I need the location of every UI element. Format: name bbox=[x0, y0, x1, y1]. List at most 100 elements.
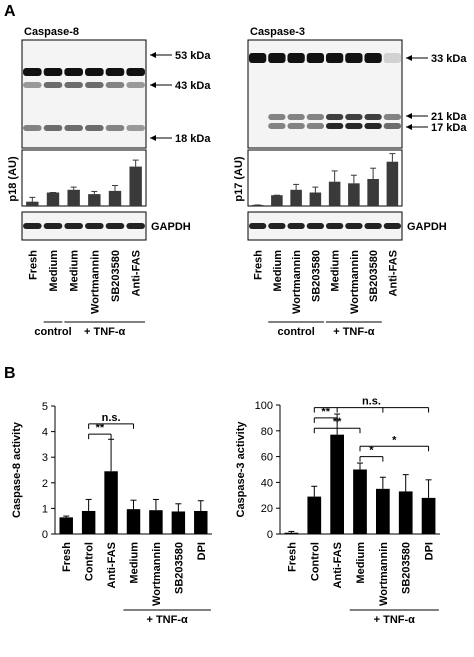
band bbox=[43, 223, 63, 229]
band bbox=[364, 123, 382, 129]
group-label: + TNF-α bbox=[146, 614, 188, 626]
chart-box bbox=[21, 149, 147, 207]
x-tick-label: Medium bbox=[355, 542, 367, 584]
x-tick-label: Medium bbox=[69, 250, 81, 292]
bar bbox=[194, 510, 208, 534]
band bbox=[23, 82, 42, 88]
significance-label: n.s. bbox=[362, 396, 381, 408]
y-tick-label: 100 bbox=[255, 400, 273, 412]
x-tick-label: Medium bbox=[330, 250, 342, 292]
band-label: 18 kDa bbox=[175, 133, 211, 145]
bar bbox=[126, 509, 141, 534]
bar bbox=[353, 469, 367, 534]
band bbox=[364, 223, 382, 229]
bar bbox=[367, 179, 379, 206]
panel-label: B bbox=[4, 365, 16, 382]
bar bbox=[59, 517, 73, 534]
gapdh-blot bbox=[21, 211, 147, 241]
band bbox=[383, 53, 402, 63]
band bbox=[306, 123, 325, 129]
band bbox=[345, 223, 363, 229]
band bbox=[23, 223, 42, 229]
bar bbox=[88, 194, 101, 206]
y-tick-label: 60 bbox=[261, 452, 273, 464]
arrow-head bbox=[150, 52, 156, 58]
x-tick-label: SB203580 bbox=[110, 250, 122, 302]
band bbox=[64, 125, 83, 131]
band bbox=[287, 123, 305, 129]
band bbox=[287, 53, 305, 63]
band bbox=[383, 114, 402, 120]
band bbox=[383, 123, 402, 129]
band bbox=[306, 53, 325, 63]
y-axis-label: p17 (AU) bbox=[233, 156, 245, 202]
y-tick-label: 5 bbox=[42, 401, 48, 413]
y-tick-label: 20 bbox=[261, 503, 273, 515]
x-tick-label: SB203580 bbox=[401, 542, 413, 594]
y-tick-label: 0 bbox=[267, 529, 273, 541]
band-label: 17 kDa bbox=[431, 122, 467, 134]
group-label: control bbox=[277, 326, 314, 338]
arrow-head bbox=[150, 135, 156, 141]
bar bbox=[129, 166, 142, 206]
band bbox=[325, 223, 344, 229]
band bbox=[85, 68, 104, 76]
arrow-head bbox=[150, 82, 156, 88]
bar bbox=[271, 195, 283, 206]
band bbox=[248, 223, 267, 229]
x-tick-label: SB203580 bbox=[173, 542, 185, 594]
y-tick-label: 4 bbox=[42, 427, 48, 439]
band bbox=[85, 125, 104, 131]
bar bbox=[81, 510, 96, 534]
y-axis-label: Caspase-8 activity bbox=[11, 421, 23, 518]
x-tick-label: Medium bbox=[129, 542, 141, 584]
x-tick-label: SB203580 bbox=[310, 250, 322, 302]
band bbox=[105, 68, 125, 76]
bar bbox=[307, 496, 322, 534]
significance-label: ** bbox=[96, 422, 105, 434]
bar bbox=[171, 511, 186, 534]
x-tick-label: Wortmannin bbox=[89, 250, 101, 314]
band bbox=[325, 53, 344, 63]
bar bbox=[348, 183, 360, 206]
group-label: control bbox=[34, 326, 71, 338]
x-tick-label: SB203580 bbox=[368, 250, 380, 302]
significance-label: ** bbox=[321, 406, 330, 418]
band bbox=[383, 223, 402, 229]
band bbox=[85, 82, 104, 88]
y-tick-label: 80 bbox=[261, 426, 273, 438]
x-tick-label: Fresh bbox=[27, 250, 39, 280]
bar bbox=[104, 471, 118, 534]
band bbox=[23, 125, 42, 131]
arrow-head bbox=[406, 124, 412, 130]
y-tick-label: 2 bbox=[42, 478, 48, 490]
y-tick-label: 0 bbox=[42, 529, 48, 541]
band bbox=[85, 223, 104, 229]
band bbox=[126, 82, 145, 88]
panel-label: A bbox=[4, 3, 16, 20]
bar bbox=[290, 189, 302, 206]
arrow-head bbox=[406, 55, 412, 61]
band bbox=[126, 125, 145, 131]
y-tick-label: 3 bbox=[42, 452, 48, 464]
band bbox=[325, 123, 344, 129]
blot-title: Caspase-3 bbox=[250, 26, 305, 38]
loading-control: GAPDH bbox=[151, 221, 191, 233]
x-tick-label: Medium bbox=[272, 250, 284, 292]
band bbox=[268, 223, 286, 229]
band bbox=[64, 223, 83, 229]
group-label: + TNF-α bbox=[84, 326, 126, 338]
bar bbox=[251, 204, 264, 206]
bar bbox=[330, 434, 344, 534]
band bbox=[287, 223, 305, 229]
band bbox=[43, 82, 63, 88]
blot bbox=[21, 39, 147, 149]
x-tick-label: DPI bbox=[196, 542, 208, 560]
band bbox=[43, 125, 63, 131]
y-axis-label: p18 (AU) bbox=[7, 156, 19, 202]
band bbox=[64, 82, 83, 88]
band bbox=[248, 53, 267, 63]
band bbox=[105, 82, 125, 88]
bar bbox=[376, 488, 390, 534]
band bbox=[345, 114, 363, 120]
